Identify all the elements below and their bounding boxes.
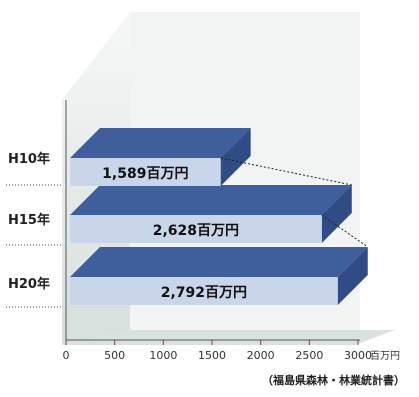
x-tick-label: 2500 — [295, 349, 323, 362]
bars-layer: 2,792百万円 2,628百万円 1,589百万円 — [70, 128, 369, 305]
category-label: H15年 — [8, 212, 50, 228]
source-note: （福島県森林・林業統計書） — [262, 374, 405, 387]
bar-front-face — [70, 277, 338, 305]
x-unit-label: 百万円 — [370, 350, 400, 362]
bar-front-face — [70, 158, 221, 186]
chart-floor — [62, 330, 395, 345]
category-label: H20年 — [8, 276, 50, 292]
bar-side-face — [337, 247, 368, 305]
x-tick-label: 2000 — [247, 349, 275, 362]
bar-top-face — [70, 247, 368, 277]
labels-layer: H10年 H15年 H20年 — [6, 151, 62, 308]
category-label: H10年 — [8, 151, 50, 167]
bar-front-face — [70, 215, 322, 243]
bar-0: 1,589百万円 — [70, 128, 251, 186]
x-tick-label: 500 — [104, 349, 125, 362]
bar-1: 2,628百万円 — [70, 185, 352, 243]
bar-value-label: 2,792百万円 — [161, 285, 247, 301]
bar-2: 2,792百万円 — [70, 247, 368, 305]
bar-side-face — [321, 185, 352, 243]
bar-value-label: 2,628百万円 — [153, 223, 239, 239]
bar-top-face — [70, 128, 251, 158]
x-tick-label: 1500 — [198, 349, 226, 362]
bar-value-label: 1,589百万円 — [102, 166, 188, 182]
bar-connector-line — [321, 214, 369, 248]
x-tick-label: 1000 — [149, 349, 177, 362]
bar-top-face — [70, 185, 352, 215]
x-tick-label: 3000 — [344, 349, 372, 362]
x-tick-label: 0 — [63, 349, 70, 362]
bar-side-face — [220, 128, 251, 186]
